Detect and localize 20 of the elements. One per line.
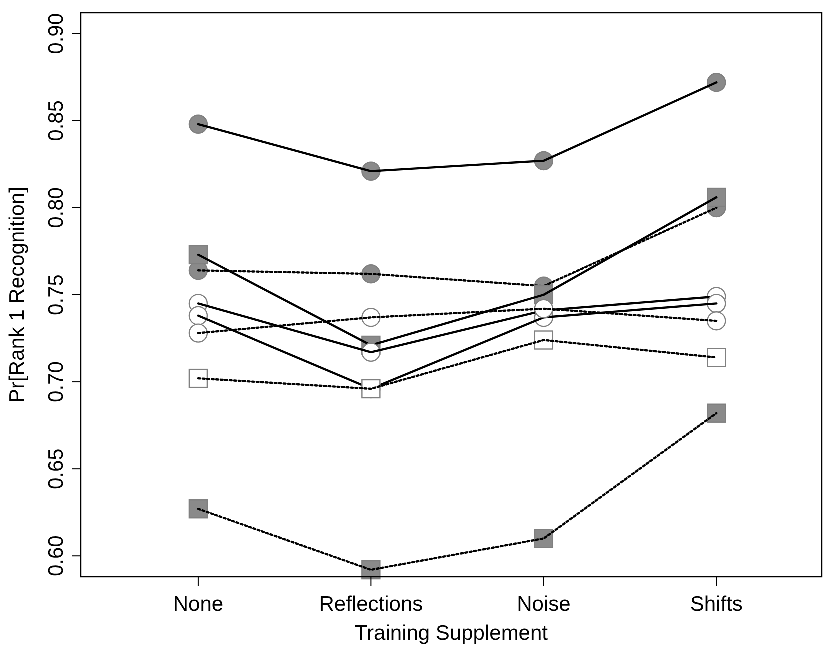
point xyxy=(707,404,726,423)
point xyxy=(188,500,208,519)
point xyxy=(188,114,208,134)
y-tick-label: 0.80 xyxy=(45,188,68,228)
x-tick-label: Shifts xyxy=(690,593,743,616)
point xyxy=(707,188,726,208)
y-axis-title: Pr[Rank 1 Recognition] xyxy=(6,187,29,403)
y-tick-label: 0.75 xyxy=(45,274,68,316)
y-tick-label: 0.60 xyxy=(45,536,68,577)
y-tick-label: 0.70 xyxy=(45,362,68,402)
point xyxy=(188,368,208,388)
y-tick-label: 0.90 xyxy=(45,13,68,54)
y-tick-label: 0.65 xyxy=(45,448,68,490)
point xyxy=(188,245,208,265)
x-tick-label: Reflections xyxy=(319,593,424,616)
x-axis-title: Training Supplement xyxy=(355,622,548,645)
y-tick-label: 0.85 xyxy=(45,100,68,142)
x-tick-label: Noise xyxy=(517,593,571,616)
x-tick-label: None xyxy=(173,593,224,616)
point xyxy=(707,73,726,92)
